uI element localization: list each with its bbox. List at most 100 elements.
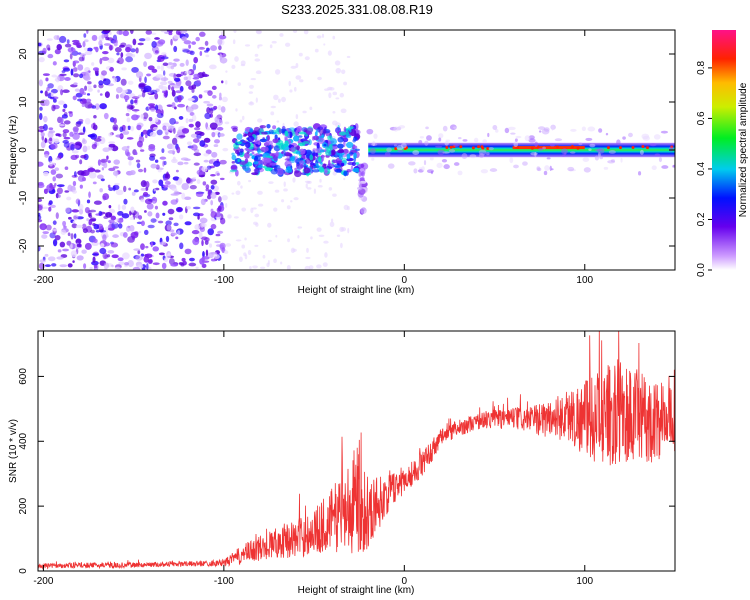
noise-blob bbox=[157, 39, 166, 45]
noise-blob bbox=[188, 118, 194, 123]
noise-blob bbox=[620, 157, 623, 163]
noise-blob bbox=[453, 162, 460, 166]
noise-blob bbox=[136, 140, 143, 148]
noise-blob bbox=[63, 59, 70, 63]
noise-blob bbox=[109, 67, 114, 72]
noise-blob bbox=[167, 125, 175, 131]
noise-blob bbox=[313, 163, 316, 167]
noise-blob bbox=[284, 130, 289, 137]
noise-blob bbox=[205, 184, 210, 190]
noise-blob bbox=[88, 219, 93, 226]
noise-blob bbox=[218, 196, 222, 203]
faint-blob bbox=[316, 227, 322, 232]
noise-blob bbox=[192, 177, 197, 180]
noise-blob bbox=[245, 141, 251, 148]
noise-blob bbox=[504, 127, 510, 134]
noise-blob bbox=[133, 189, 139, 193]
noise-blob bbox=[205, 249, 209, 257]
noise-blob bbox=[103, 112, 109, 120]
noise-blob bbox=[132, 266, 141, 270]
faint-blob bbox=[293, 197, 299, 201]
noise-blob bbox=[47, 256, 56, 262]
noise-blob bbox=[217, 104, 222, 111]
noise-blob bbox=[210, 223, 217, 230]
noise-blob bbox=[570, 128, 577, 132]
noise-blob bbox=[207, 90, 213, 97]
ridge-peak bbox=[512, 146, 585, 150]
noise-blob bbox=[100, 178, 105, 182]
noise-blob bbox=[44, 253, 49, 257]
noise-blob bbox=[77, 175, 85, 182]
noise-blob bbox=[63, 103, 68, 109]
noise-blob bbox=[172, 156, 176, 162]
noise-blob bbox=[127, 104, 135, 110]
noise-blob bbox=[104, 91, 110, 98]
noise-blob bbox=[319, 149, 325, 153]
noise-blob bbox=[530, 152, 538, 156]
noise-blob bbox=[333, 163, 342, 168]
noise-blob bbox=[123, 198, 128, 205]
noise-blob bbox=[314, 131, 318, 137]
noise-blob bbox=[151, 41, 157, 48]
noise-blob bbox=[191, 114, 197, 122]
noise-blob bbox=[244, 133, 248, 137]
noise-blob bbox=[206, 165, 212, 170]
noise-blob bbox=[48, 127, 54, 131]
noise-blob bbox=[546, 157, 551, 160]
noise-blob bbox=[56, 184, 65, 188]
noise-blob bbox=[52, 228, 57, 232]
noise-blob bbox=[179, 30, 188, 34]
noise-blob bbox=[137, 168, 144, 173]
noise-blob bbox=[254, 155, 261, 162]
noise-blob bbox=[316, 142, 320, 149]
noise-blob bbox=[214, 240, 221, 244]
noise-blob bbox=[89, 266, 93, 270]
faint-blob bbox=[257, 134, 261, 141]
noise-blob bbox=[184, 70, 192, 75]
noise-blob bbox=[84, 50, 93, 56]
noise-blob bbox=[672, 164, 675, 168]
noise-blob bbox=[257, 164, 264, 169]
noise-blob bbox=[165, 132, 169, 135]
faint-blob bbox=[323, 43, 326, 46]
noise-blob bbox=[196, 79, 201, 84]
noise-blob bbox=[654, 153, 661, 157]
noise-blob bbox=[201, 239, 204, 247]
faint-blob bbox=[332, 171, 337, 176]
noise-blob bbox=[78, 208, 84, 215]
noise-blob bbox=[114, 182, 120, 186]
noise-blob bbox=[103, 43, 111, 46]
faint-blob bbox=[224, 121, 230, 125]
y-tick-label: 600 bbox=[18, 368, 29, 385]
noise-blob bbox=[135, 47, 139, 54]
noise-blob bbox=[150, 163, 157, 169]
noise-blob bbox=[218, 34, 227, 40]
noise-blob bbox=[101, 34, 105, 39]
noise-blob bbox=[133, 99, 138, 104]
faint-blob bbox=[290, 200, 293, 203]
noise-blob bbox=[62, 248, 69, 252]
faint-blob bbox=[260, 266, 266, 269]
noise-blob bbox=[82, 145, 88, 153]
faint-blob bbox=[231, 64, 236, 70]
noise-blob bbox=[162, 70, 166, 76]
noise-blob bbox=[202, 74, 210, 77]
noise-blob bbox=[348, 126, 355, 129]
noise-blob bbox=[296, 125, 303, 133]
noise-blob bbox=[210, 173, 216, 177]
noise-blob bbox=[70, 233, 74, 240]
noise-blob bbox=[192, 238, 200, 246]
noise-blob bbox=[72, 214, 79, 221]
noise-blob bbox=[211, 151, 218, 158]
noise-blob bbox=[206, 47, 210, 52]
faint-blob bbox=[273, 258, 277, 264]
noise-blob bbox=[147, 211, 153, 217]
noise-blob bbox=[108, 187, 114, 191]
noise-blob bbox=[358, 181, 362, 188]
noise-blob bbox=[57, 249, 62, 253]
noise-blob bbox=[65, 207, 71, 213]
noise-blob bbox=[183, 161, 189, 165]
ridge-dot bbox=[618, 146, 622, 150]
noise-blob bbox=[154, 104, 159, 111]
noise-blob bbox=[129, 216, 135, 221]
